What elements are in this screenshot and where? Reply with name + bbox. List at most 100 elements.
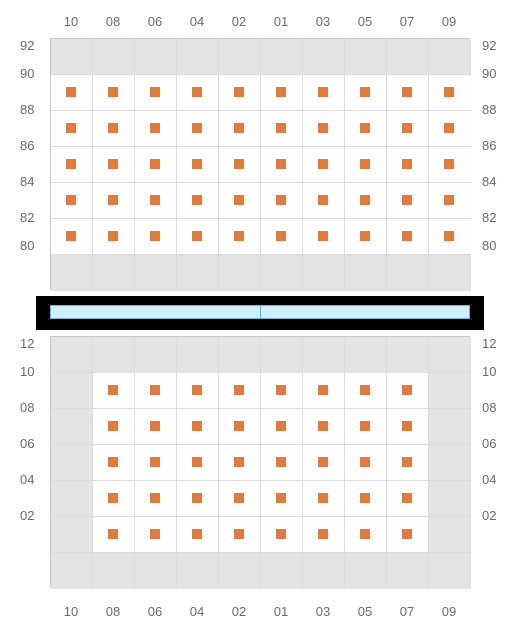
seat-marker[interactable]	[108, 421, 118, 431]
seat-marker[interactable]	[108, 457, 118, 467]
seat-marker[interactable]	[318, 529, 328, 539]
seat-marker[interactable]	[234, 123, 244, 133]
seat-marker[interactable]	[150, 87, 160, 97]
seat-marker[interactable]	[360, 195, 370, 205]
seat-marker[interactable]	[276, 231, 286, 241]
seat-marker[interactable]	[360, 231, 370, 241]
seat-marker[interactable]	[444, 123, 454, 133]
seat-marker[interactable]	[318, 123, 328, 133]
seat-marker[interactable]	[150, 385, 160, 395]
seat-marker[interactable]	[234, 195, 244, 205]
seat-marker[interactable]	[402, 87, 412, 97]
seat-marker[interactable]	[318, 421, 328, 431]
seat-marker[interactable]	[402, 159, 412, 169]
col-header: 02	[224, 14, 254, 29]
seat-marker[interactable]	[108, 87, 118, 97]
seat-marker[interactable]	[276, 529, 286, 539]
seat-marker[interactable]	[276, 385, 286, 395]
seat-marker[interactable]	[66, 123, 76, 133]
seat-marker[interactable]	[66, 195, 76, 205]
seat-marker[interactable]	[108, 159, 118, 169]
seat-marker[interactable]	[276, 457, 286, 467]
seat-marker[interactable]	[360, 123, 370, 133]
seat-marker[interactable]	[234, 529, 244, 539]
seat-marker[interactable]	[276, 421, 286, 431]
seat-marker[interactable]	[192, 195, 202, 205]
seat-marker[interactable]	[192, 457, 202, 467]
seat-marker[interactable]	[150, 493, 160, 503]
seat-marker[interactable]	[444, 87, 454, 97]
seat-marker[interactable]	[150, 159, 160, 169]
seat-marker[interactable]	[108, 385, 118, 395]
seat-marker[interactable]	[444, 195, 454, 205]
seat-marker[interactable]	[402, 493, 412, 503]
seat-marker[interactable]	[150, 529, 160, 539]
seat-marker[interactable]	[234, 231, 244, 241]
seat-marker[interactable]	[192, 493, 202, 503]
seat-marker[interactable]	[192, 159, 202, 169]
seat-marker[interactable]	[192, 421, 202, 431]
seat-marker[interactable]	[108, 529, 118, 539]
seat-marker[interactable]	[192, 123, 202, 133]
seat-marker[interactable]	[150, 231, 160, 241]
seat-marker[interactable]	[150, 457, 160, 467]
seat-marker[interactable]	[360, 457, 370, 467]
seat-marker[interactable]	[318, 87, 328, 97]
seat-marker[interactable]	[360, 159, 370, 169]
row-label: 90	[482, 66, 496, 82]
seat-marker[interactable]	[402, 529, 412, 539]
seat-marker[interactable]	[150, 421, 160, 431]
seat-marker[interactable]	[108, 231, 118, 241]
seat-marker[interactable]	[402, 195, 412, 205]
seat-marker[interactable]	[66, 159, 76, 169]
seat-marker[interactable]	[234, 87, 244, 97]
seat-marker[interactable]	[108, 195, 118, 205]
seat-marker[interactable]	[234, 421, 244, 431]
row-label: 04	[482, 472, 496, 488]
seat-marker[interactable]	[360, 87, 370, 97]
grid-cell	[219, 39, 261, 75]
seat-marker[interactable]	[444, 231, 454, 241]
seat-marker[interactable]	[402, 123, 412, 133]
seat-marker[interactable]	[276, 159, 286, 169]
seat-marker[interactable]	[444, 159, 454, 169]
seat-marker[interactable]	[150, 123, 160, 133]
seat-marker[interactable]	[66, 231, 76, 241]
seat-marker[interactable]	[192, 231, 202, 241]
seat-marker[interactable]	[234, 159, 244, 169]
grid-cell	[51, 373, 93, 409]
row-label: 92	[20, 38, 34, 54]
seat-marker[interactable]	[318, 457, 328, 467]
seat-marker[interactable]	[276, 493, 286, 503]
seat-marker[interactable]	[402, 385, 412, 395]
seat-marker[interactable]	[192, 87, 202, 97]
seat-marker[interactable]	[108, 493, 118, 503]
seat-marker[interactable]	[108, 123, 118, 133]
grid-cell	[303, 337, 345, 373]
seat-marker[interactable]	[360, 421, 370, 431]
seat-marker[interactable]	[360, 493, 370, 503]
seat-marker[interactable]	[234, 457, 244, 467]
seat-marker[interactable]	[318, 231, 328, 241]
col-header: 03	[308, 14, 338, 29]
seat-marker[interactable]	[276, 195, 286, 205]
seat-marker[interactable]	[66, 87, 76, 97]
seat-marker[interactable]	[318, 159, 328, 169]
row-label: 82	[20, 210, 34, 226]
seat-marker[interactable]	[276, 87, 286, 97]
seat-marker[interactable]	[360, 385, 370, 395]
seat-marker[interactable]	[276, 123, 286, 133]
grid-cell	[303, 553, 345, 589]
seat-marker[interactable]	[318, 195, 328, 205]
seat-marker[interactable]	[402, 457, 412, 467]
seat-marker[interactable]	[318, 493, 328, 503]
seat-marker[interactable]	[402, 421, 412, 431]
seat-marker[interactable]	[234, 493, 244, 503]
seat-marker[interactable]	[318, 385, 328, 395]
seat-marker[interactable]	[360, 529, 370, 539]
seat-marker[interactable]	[402, 231, 412, 241]
seat-marker[interactable]	[150, 195, 160, 205]
seat-marker[interactable]	[192, 529, 202, 539]
seat-marker[interactable]	[192, 385, 202, 395]
seat-marker[interactable]	[234, 385, 244, 395]
